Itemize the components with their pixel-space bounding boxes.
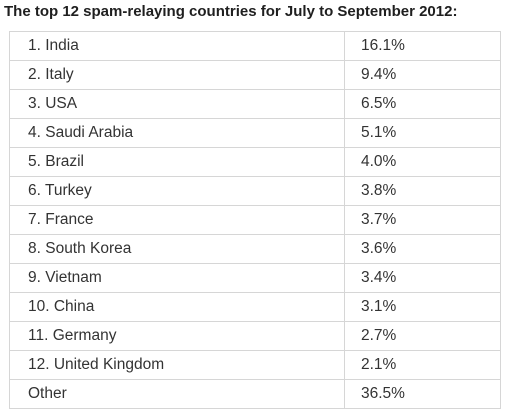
table-row: 6. Turkey 3.8% [9,176,501,206]
country-cell: 1. India [9,31,345,61]
spam-countries-table: 1. India 16.1% 2. Italy 9.4% 3. USA 6.5%… [9,31,501,409]
country-cell: Other [9,379,345,409]
percent-cell: 36.5% [344,379,501,409]
table-row: 12. United Kingdom 2.1% [9,350,501,380]
country-cell: 6. Turkey [9,176,345,206]
table-row: 3. USA 6.5% [9,89,501,119]
table-row: 8. South Korea 3.6% [9,234,501,264]
country-cell: 11. Germany [9,321,345,351]
percent-cell: 3.4% [344,263,501,293]
country-cell: 3. USA [9,89,345,119]
table-row: 4. Saudi Arabia 5.1% [9,118,501,148]
page-title: The top 12 spam-relaying countries for J… [4,3,458,20]
percent-cell: 3.8% [344,176,501,206]
table-row: 5. Brazil 4.0% [9,147,501,177]
percent-cell: 4.0% [344,147,501,177]
table-row: 2. Italy 9.4% [9,60,501,90]
country-cell: 5. Brazil [9,147,345,177]
table-row: 7. France 3.7% [9,205,501,235]
table-row: 9. Vietnam 3.4% [9,263,501,293]
percent-cell: 16.1% [344,31,501,61]
country-cell: 2. Italy [9,60,345,90]
percent-cell: 5.1% [344,118,501,148]
percent-cell: 2.7% [344,321,501,351]
table-row: 1. India 16.1% [9,31,501,61]
table-row: 10. China 3.1% [9,292,501,322]
percent-cell: 9.4% [344,60,501,90]
country-cell: 12. United Kingdom [9,350,345,380]
percent-cell: 3.7% [344,205,501,235]
percent-cell: 3.1% [344,292,501,322]
percent-cell: 6.5% [344,89,501,119]
table-row: 11. Germany 2.7% [9,321,501,351]
country-cell: 8. South Korea [9,234,345,264]
table-row: Other 36.5% [9,379,501,409]
country-cell: 4. Saudi Arabia [9,118,345,148]
country-cell: 9. Vietnam [9,263,345,293]
percent-cell: 2.1% [344,350,501,380]
country-cell: 7. France [9,205,345,235]
percent-cell: 3.6% [344,234,501,264]
country-cell: 10. China [9,292,345,322]
